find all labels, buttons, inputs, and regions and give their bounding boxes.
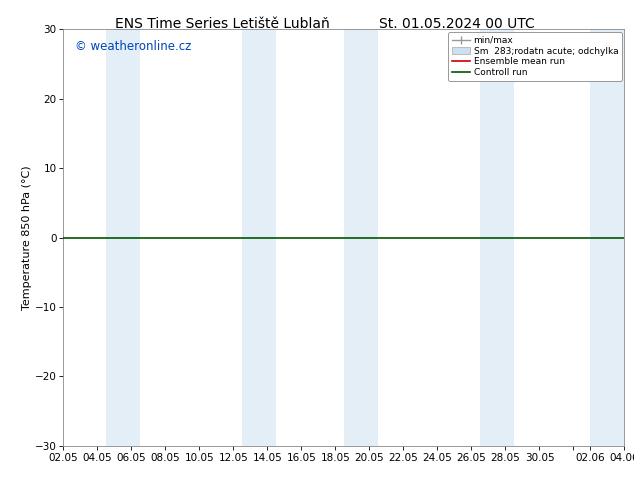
Y-axis label: Temperature 850 hPa (°C): Temperature 850 hPa (°C) [22, 165, 32, 310]
Bar [106, 29, 140, 446]
Text: ENS Time Series Letiště Lublaň: ENS Time Series Letiště Lublaň [115, 17, 329, 31]
Bar [480, 29, 514, 446]
Text: © weatheronline.cz: © weatheronline.cz [75, 40, 191, 53]
Legend: min/max, Sm  283;rodatn acute; odchylka, Ensemble mean run, Controll run: min/max, Sm 283;rodatn acute; odchylka, … [448, 32, 622, 81]
Bar [242, 29, 276, 446]
Text: St. 01.05.2024 00 UTC: St. 01.05.2024 00 UTC [378, 17, 534, 31]
Bar [590, 29, 624, 446]
Bar [344, 29, 378, 446]
